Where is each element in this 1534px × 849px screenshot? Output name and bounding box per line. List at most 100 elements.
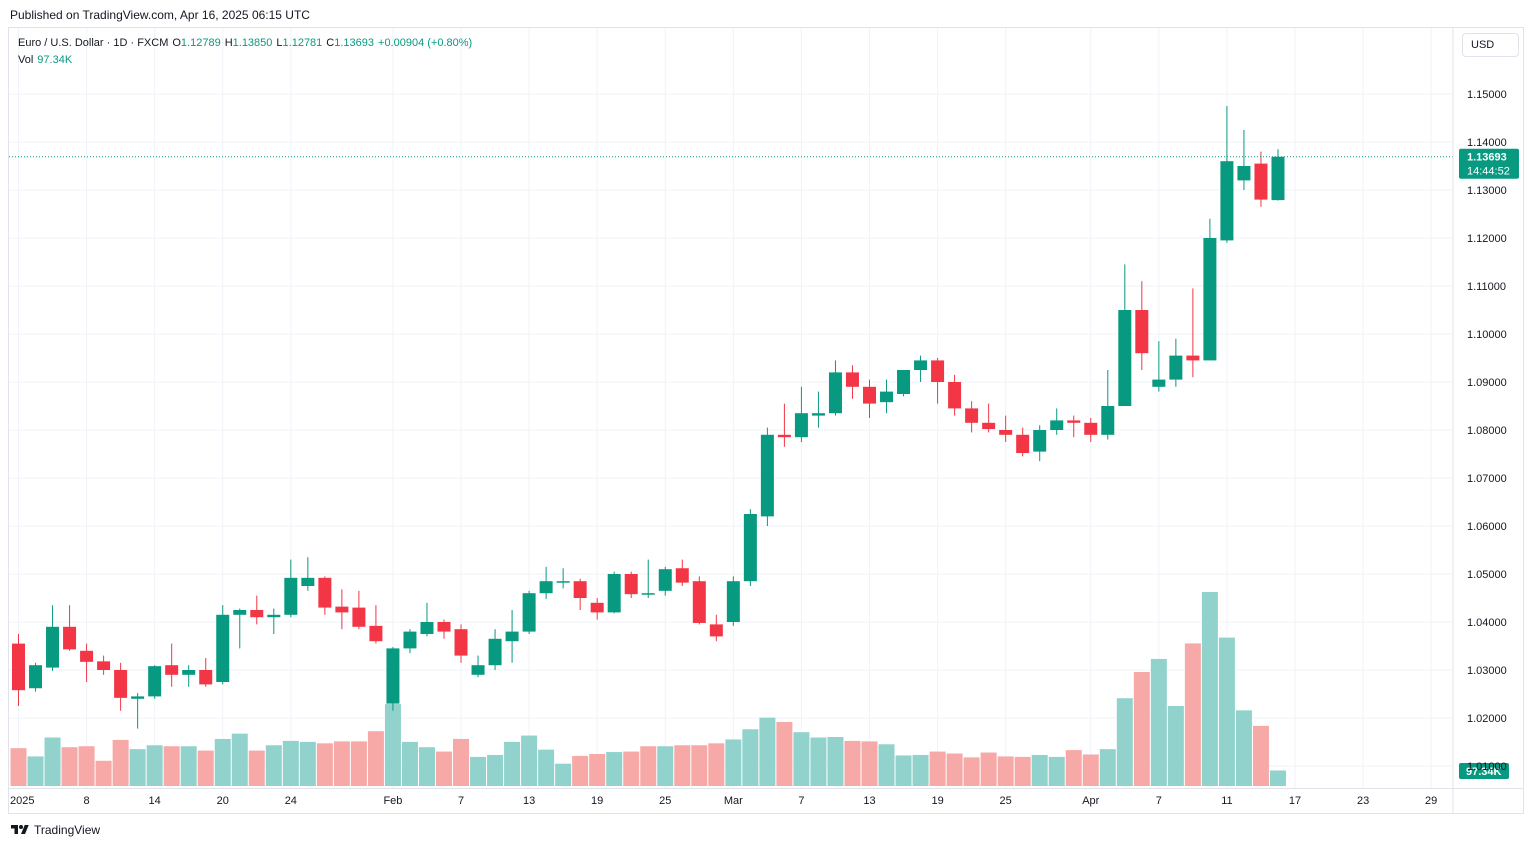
countdown-label: 14:44:52 [1467, 166, 1510, 178]
volume-bar [589, 753, 606, 786]
candle-body [369, 625, 383, 642]
date-tick-label: 19 [591, 795, 603, 807]
candle-body [556, 581, 570, 583]
legend-vol: 97.34K [37, 54, 73, 66]
volume-bar [78, 746, 95, 786]
candle-body [488, 638, 502, 666]
volume-bar [316, 743, 333, 786]
candle-body [590, 602, 604, 613]
candle-body [403, 631, 417, 649]
candle-body [845, 372, 859, 387]
price-tick-label: 1.10000 [1467, 329, 1507, 341]
candle-body [914, 360, 928, 370]
candle-body [982, 422, 996, 430]
legend-low: 1.12781 [282, 37, 323, 49]
candle-body [165, 665, 179, 675]
candle-body [318, 577, 332, 608]
volume-bar [1235, 710, 1252, 786]
volume-bar [350, 741, 367, 786]
volume-bar [725, 739, 742, 786]
volume-bar [657, 746, 674, 786]
volume-bar [1150, 658, 1167, 786]
price-tick-label: 1.14000 [1467, 137, 1507, 149]
volume-bar [1218, 637, 1235, 786]
volume-bar [1269, 770, 1286, 786]
candle-body [948, 382, 962, 409]
candle-body [114, 670, 128, 698]
candle-body [216, 614, 230, 682]
candle-body [1169, 355, 1183, 380]
candle-body [1084, 422, 1098, 435]
candle-body [760, 434, 774, 517]
candle-body [675, 568, 689, 583]
candle-body [301, 577, 315, 586]
volume-bar [10, 748, 27, 786]
volume-bar [827, 737, 844, 786]
volume-bar [1014, 756, 1031, 786]
candle-body [148, 666, 162, 697]
volume-bar [895, 755, 912, 786]
volume-bar [112, 739, 129, 786]
volume-bar [231, 733, 248, 786]
price-tick-label: 1.15000 [1467, 89, 1507, 101]
price-tick-label: 1.07000 [1467, 473, 1507, 485]
volume-bar [453, 738, 470, 786]
candle-body [352, 607, 366, 627]
volume-badge [1459, 763, 1509, 779]
date-tick-label: 19 [931, 795, 943, 807]
volume-bar [436, 751, 452, 786]
candle-body [1033, 430, 1047, 452]
date-tick-label: 25 [1000, 795, 1012, 807]
candle-body [97, 661, 111, 670]
date-tick-label: 7 [798, 795, 804, 807]
volume-bar [299, 741, 316, 786]
footer-brand: TradingView [10, 823, 100, 837]
candle-body [1067, 420, 1081, 423]
candle-body [1237, 166, 1251, 181]
volume-bar [214, 738, 231, 786]
price-tick-label: 1.05000 [1467, 569, 1507, 581]
candle-body [863, 386, 876, 404]
price-tick-label: 1.11000 [1467, 281, 1506, 293]
candle-body [1271, 156, 1285, 201]
date-tick-label: 13 [863, 795, 875, 807]
volume-bar [640, 746, 657, 786]
candle-body [828, 372, 842, 414]
volume-bar [878, 744, 895, 786]
candle-body [335, 606, 349, 613]
volume-bar [776, 721, 793, 786]
candle-body [709, 624, 723, 637]
price-tick-label: 1.12000 [1467, 233, 1507, 245]
volume-bar [487, 754, 504, 786]
volume-bar [367, 731, 384, 786]
volume-bar [27, 756, 44, 786]
date-tick-label: Feb [383, 795, 402, 807]
volume-bar [521, 735, 538, 786]
volume-bar [44, 737, 61, 786]
volume-bar [95, 760, 112, 786]
volume-bar [282, 740, 299, 786]
candle-body [965, 408, 979, 423]
candle-body [743, 514, 757, 582]
axes: 1.15000 1.14000 1.13000 1.12000 1.11000 1.100… [9, 28, 1523, 813]
volume-bar [912, 754, 929, 786]
candle-body [233, 610, 247, 615]
legend-symbol: Euro / U.S. Dollar · 1D · FXCM [18, 37, 169, 49]
date-tick-label: 20 [217, 795, 229, 807]
currency-button[interactable]: USD [1462, 33, 1519, 57]
volume-bar [1065, 750, 1082, 786]
volume-bar [470, 756, 487, 786]
candle-body [1135, 310, 1149, 354]
legend-open-label: O [172, 37, 181, 49]
volume-bar [1031, 754, 1048, 786]
candle-body [1152, 379, 1166, 387]
candle-body [386, 648, 400, 704]
volume-bar [691, 745, 708, 786]
candle-body [931, 360, 945, 382]
legend-open: 1.12789 [180, 37, 221, 49]
candle-body [777, 434, 791, 438]
volume-bar [504, 741, 521, 786]
published-caption: Published on TradingView.com, Apr 16, 20… [10, 8, 310, 22]
volume-bar [248, 750, 265, 786]
